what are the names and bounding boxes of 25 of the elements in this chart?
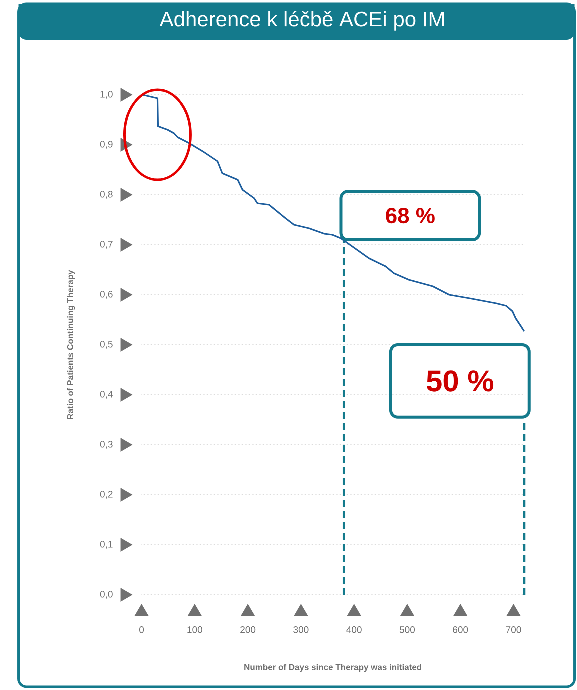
- y-axis-title: Ratio of Patients Continuing Therapy: [67, 270, 76, 420]
- y-tick-label: 0,5: [100, 341, 113, 349]
- y-tick-label: 0,0: [100, 591, 113, 599]
- y-tick-label: 0,1: [100, 541, 113, 549]
- y-tick-label: 0,8: [100, 191, 113, 199]
- y-tick-label: 0,7: [100, 241, 113, 249]
- y-tick-label: 0,3: [100, 441, 113, 449]
- x-tick-label: 400: [346, 626, 362, 634]
- y-tick-label: 0,4: [100, 391, 114, 399]
- x-axis-title: Number of Days since Therapy was initiated: [244, 664, 422, 672]
- x-tick-label: 0: [140, 626, 144, 634]
- y-tick-label: 0,2: [100, 491, 113, 499]
- x-tick-label: 100: [188, 626, 203, 634]
- annotation: 68 %: [386, 208, 436, 224]
- x-tick-label: 200: [240, 626, 256, 634]
- x-tick-label: 600: [453, 626, 468, 634]
- line-series: [142, 94, 526, 332]
- chart-title: Adherence k léčbě ACEi po IM: [160, 11, 444, 31]
- y-tick-label: 1,0: [100, 91, 113, 99]
- x-tick-label: 300: [294, 626, 309, 634]
- x-tick-label: 700: [506, 626, 522, 634]
- x-tick-label: 500: [400, 626, 416, 634]
- annotation: 50 %: [427, 370, 494, 392]
- y-tick-label: 0,9: [100, 141, 113, 149]
- y-tick-label: 0,6: [100, 291, 113, 299]
